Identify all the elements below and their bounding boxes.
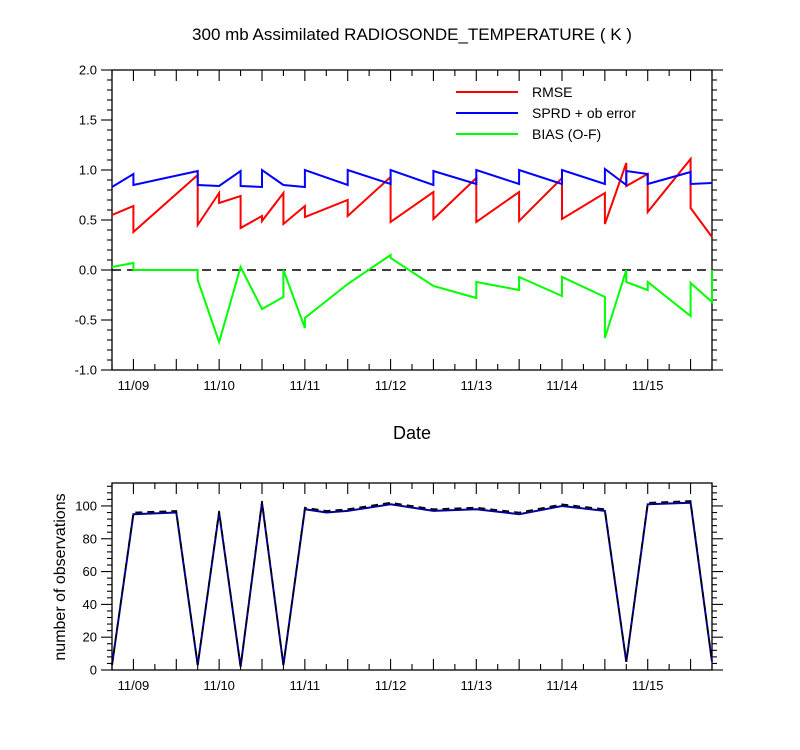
series-line-rmse	[111, 156, 713, 238]
x-tick-label: 11/14	[546, 678, 578, 693]
legend-label: RMSE	[532, 84, 572, 100]
x-tick-label: 11/09	[118, 678, 150, 693]
y-tick-label: 0	[90, 663, 97, 678]
x-tick-label: 11/13	[460, 378, 492, 393]
x-tick-label: 11/14	[546, 378, 578, 393]
y-tick-label: -0.5	[75, 313, 97, 328]
bottom-chart: 11/09 11/10 11/11 11/12 11/13 11/14 11/15 0 20 40…	[75, 482, 723, 693]
y-tick-label: 2.0	[79, 63, 97, 78]
x-tick-label: 11/11	[290, 678, 321, 693]
y-tick-label: -1.0	[75, 363, 97, 378]
y-tick-label: 0.5	[79, 213, 97, 228]
series-line-sprd-ob-error	[111, 167, 713, 189]
x-tick-label: 11/12	[375, 678, 407, 693]
y-tick-label: 40	[83, 597, 97, 612]
x-tick-label: 11/15	[632, 378, 664, 393]
x-tick-label: 11/11	[290, 378, 321, 393]
series-line-observations-total	[111, 500, 713, 667]
top-chart: 11/09 11/10 11/11 11/12 11/13 11/14 11/15 2.0 1.…	[75, 63, 723, 393]
y-tick-label: 80	[83, 531, 97, 546]
series-line-bias-o-f-	[111, 253, 713, 346]
legend: RMSE SPRD + ob error BIAS (O-F)	[456, 84, 636, 142]
y-tick-label: 100	[75, 498, 97, 513]
x-tick-label: 11/15	[632, 678, 664, 693]
x-axis-label: Date	[393, 423, 431, 443]
x-tick-label: 11/10	[203, 378, 235, 393]
y-tick-label: 60	[83, 564, 97, 579]
y-tick-label: 1.5	[79, 113, 97, 128]
legend-label: SPRD + ob error	[532, 105, 636, 121]
y-tick-label: 20	[83, 630, 97, 645]
x-tick-label: 11/10	[203, 678, 235, 693]
plot-frame	[111, 482, 713, 671]
series-line-observations-assimilated	[111, 501, 713, 667]
x-tick-label: 11/12	[375, 378, 407, 393]
legend-label: BIAS (O-F)	[532, 126, 601, 142]
y-tick-label: 1.0	[79, 163, 97, 178]
chart-title: 300 mb Assimilated RADIOSONDE_TEMPERATUR…	[192, 25, 632, 44]
x-tick-label: 11/09	[118, 378, 150, 393]
y-axis-label-observations: number of observations	[52, 493, 69, 660]
x-tick-label: 11/13	[460, 678, 492, 693]
y-tick-label: 0.0	[79, 263, 97, 278]
